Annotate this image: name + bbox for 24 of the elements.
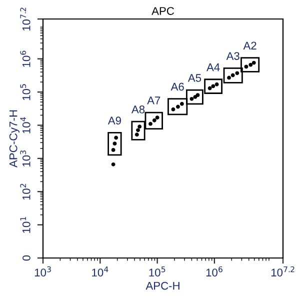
y-tick-label: 10$^{1}$ (20, 217, 30, 233)
y-tick-label: 10$^{5}$ (20, 84, 30, 100)
x-tick-label: 10$^{3}$ (34, 266, 51, 276)
x-tick-label: 10$^{6}$ (206, 266, 222, 276)
annotation: A8 (131, 106, 145, 114)
y-tick-label: 10$^{3}$ (20, 150, 30, 166)
chart-title: APC (152, 7, 174, 15)
y-tick-label: 10$^{7.2}$ (20, 8, 30, 31)
annotation: A4 (206, 63, 220, 72)
annotation: A9 (108, 116, 121, 125)
x-tick-label: 10$^{5}$ (149, 266, 166, 276)
y-tick-label: 10$^{4}$ (20, 117, 30, 134)
x-axis-title: APC-H (146, 282, 180, 290)
y-tick-label: 10$^{2}$ (20, 184, 30, 200)
annotation: A6 (170, 82, 184, 91)
x-tick-label: 10$^{4}$ (92, 266, 108, 276)
annotation: A7 (147, 96, 160, 104)
y-tick-label: 0 (22, 255, 30, 261)
annotation: A3 (226, 52, 240, 60)
annotation: A2 (243, 42, 256, 50)
x-tick-label: 10$^{7.2}$ (271, 266, 294, 276)
annotation: A5 (188, 74, 202, 82)
y-tick-label: 10$^{6}$ (20, 50, 30, 67)
y-axis-title: APC-Cy7-H (9, 110, 20, 168)
